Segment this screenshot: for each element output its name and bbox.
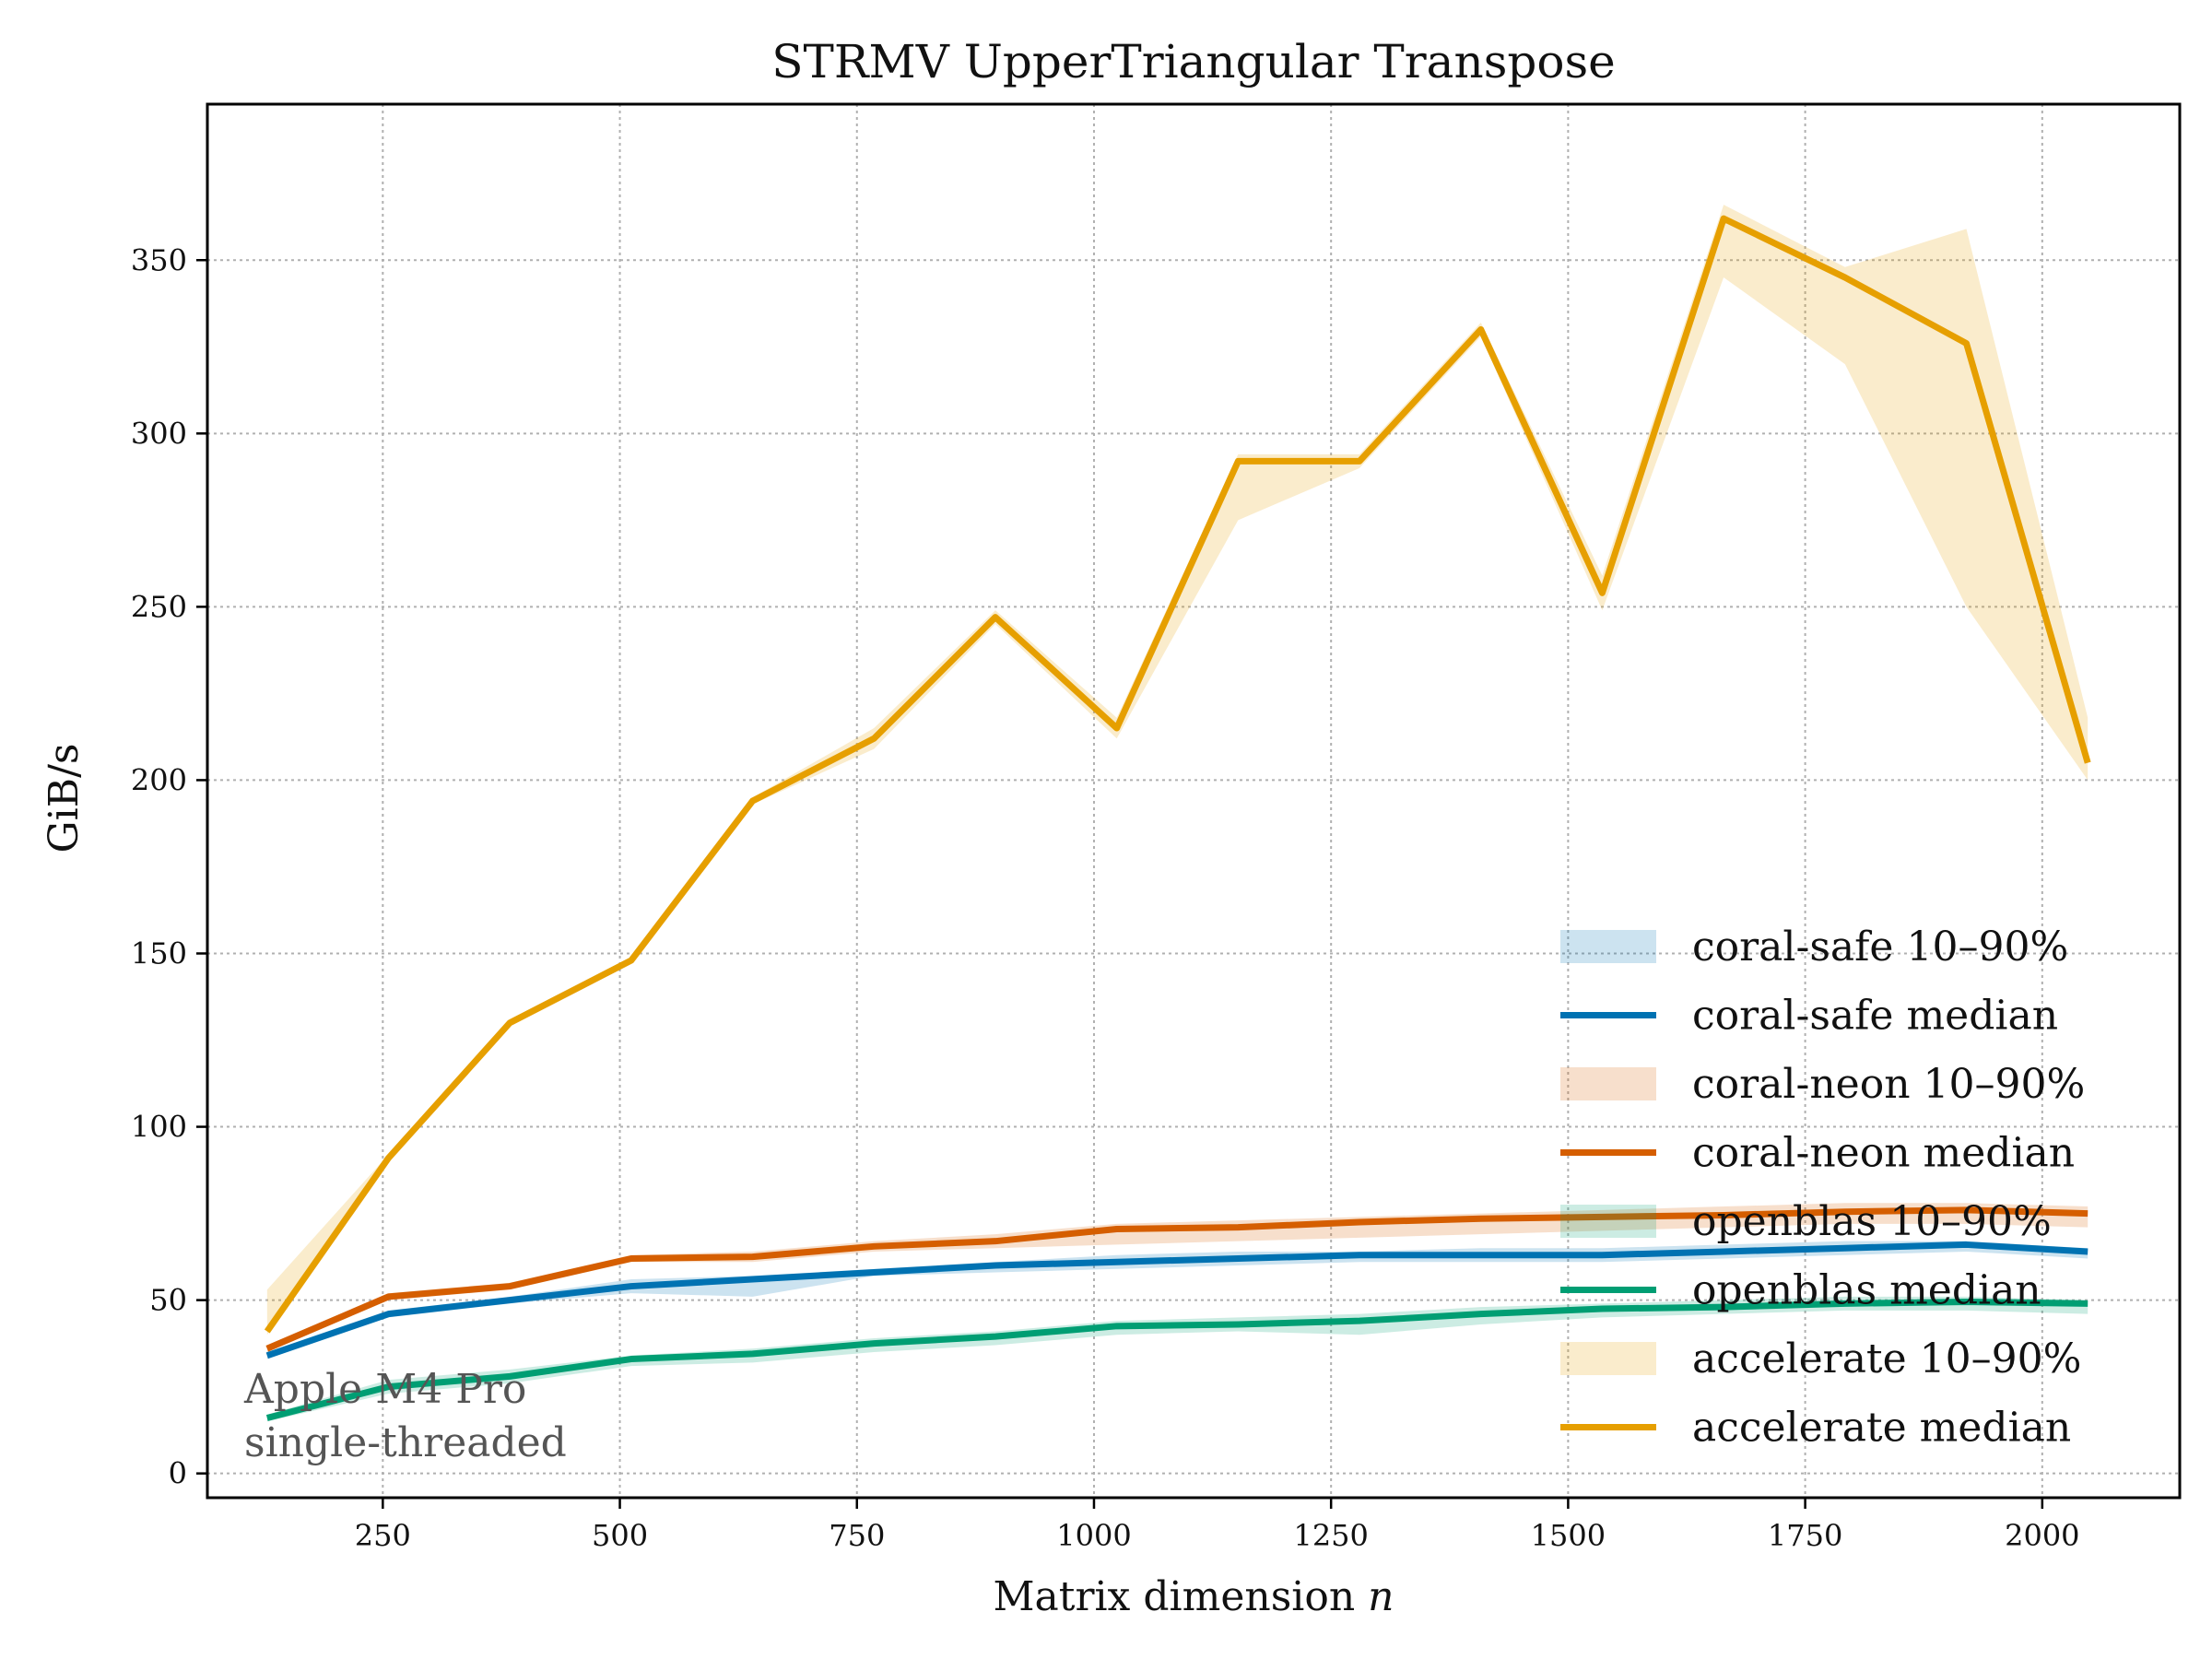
- legend-swatch-band: [1560, 930, 1656, 963]
- x-tick-label: 750: [829, 1518, 885, 1553]
- legend-entry-label: accelerate median: [1692, 1405, 2071, 1452]
- annotation-line-1: Apple M4 Pro: [243, 1366, 526, 1413]
- y-tick-label: 50: [149, 1283, 187, 1318]
- y-tick-label: 100: [131, 1110, 187, 1145]
- legend-entry-label: openblas 10–90%: [1692, 1198, 2052, 1245]
- y-tick-label: 250: [131, 589, 187, 624]
- plot-area: 250 500 750 1000 1250 1500 1750 2000 0 50 100 150 20…: [131, 102, 2182, 1553]
- legend-entry-label: openblas median: [1692, 1267, 2041, 1314]
- median-line-coral-safe: [265, 1241, 2088, 1359]
- chart-title: STRMV UpperTriangular Transpose: [771, 35, 1615, 88]
- legend-entry-label: coral-neon median: [1692, 1130, 2075, 1177]
- band-accelerate: [266, 205, 2088, 1335]
- x-tick-label: 1750: [1768, 1518, 1842, 1553]
- y-tick-label: 0: [169, 1456, 187, 1491]
- x-tick-label: 1250: [1293, 1518, 1368, 1553]
- legend-entry-label: accelerate 10–90%: [1692, 1335, 2081, 1382]
- y-tick-label: 350: [131, 242, 187, 277]
- legend-swatch-band: [1560, 1342, 1656, 1375]
- x-tick-label: 1000: [1056, 1518, 1131, 1553]
- x-tick-label: 1500: [1531, 1518, 1606, 1553]
- legend-swatch-band: [1560, 1205, 1656, 1238]
- x-axis-label: Matrix dimension n: [993, 1573, 1394, 1620]
- band-coral-neon: [266, 1203, 2088, 1353]
- legend-entry-label: coral-safe 10–90%: [1692, 924, 2068, 971]
- median-line-openblas: [265, 1298, 2088, 1421]
- annotation-line-2: single-threaded: [244, 1419, 567, 1466]
- median-line-coral-neon: [265, 1206, 2088, 1352]
- x-tick-label: 500: [592, 1518, 648, 1553]
- x-tick-label: 2000: [2005, 1518, 2079, 1553]
- x-tick-label: 250: [355, 1518, 411, 1553]
- y-tick-label: 300: [131, 416, 187, 451]
- legend-entry-label: coral-safe median: [1692, 993, 2058, 1040]
- median-line-accelerate: [264, 215, 2091, 1334]
- y-tick-label: 200: [131, 762, 187, 797]
- legend-swatch-band: [1560, 1067, 1656, 1100]
- y-tick-label: 150: [131, 935, 187, 971]
- y-axis-label: GiB/s: [41, 744, 88, 853]
- legend-entry-label: coral-neon 10–90%: [1692, 1061, 2085, 1108]
- legend: coral-safe 10–90% coral-safe median coral-…: [1560, 924, 2085, 1452]
- axes-frame: [206, 102, 2182, 1500]
- band-coral-safe: [266, 1241, 2088, 1359]
